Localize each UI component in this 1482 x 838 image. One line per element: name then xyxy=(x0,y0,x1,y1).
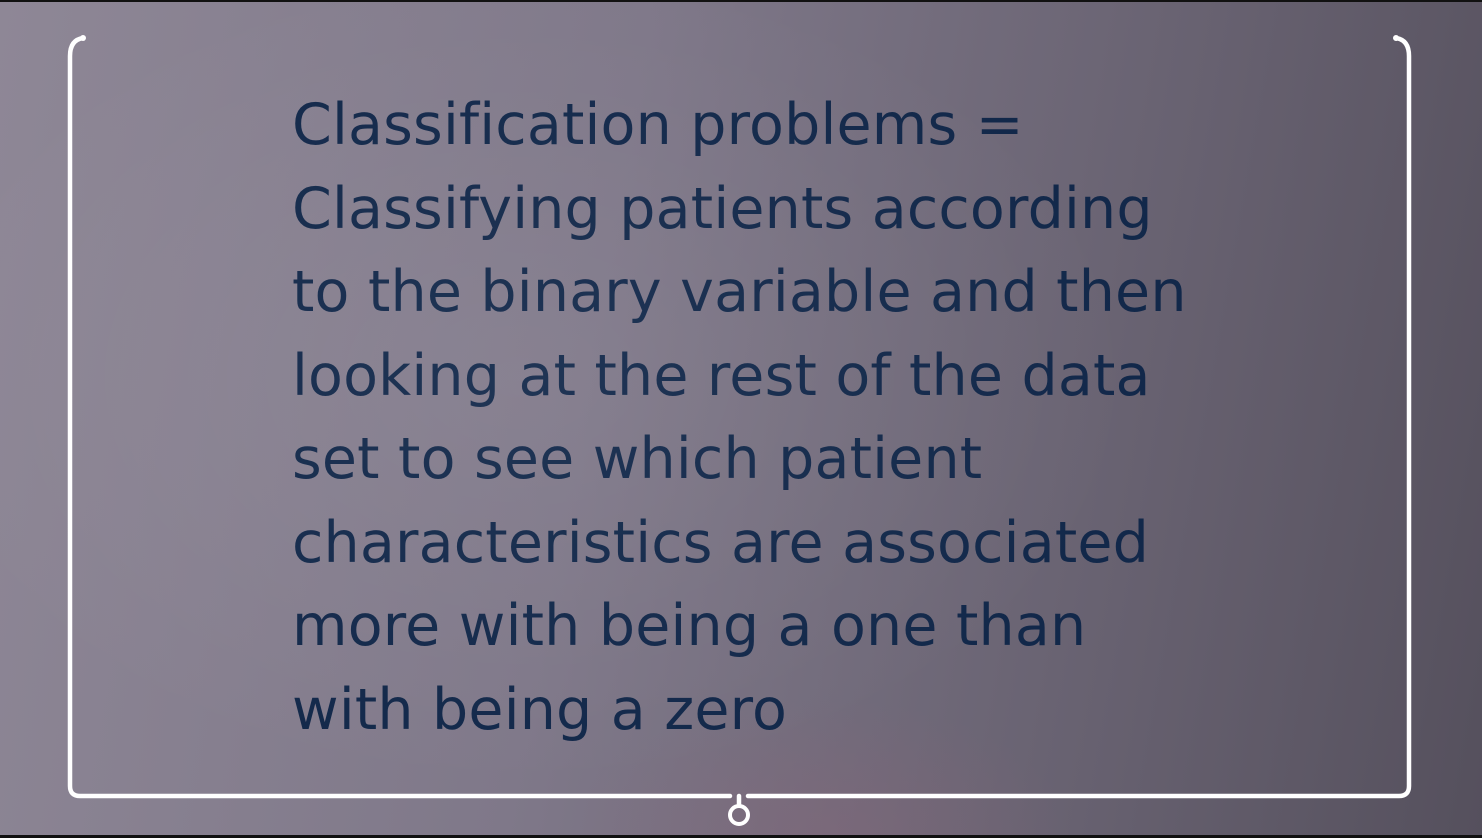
top-edge-bar xyxy=(0,0,1482,2)
frame-right-bracket xyxy=(745,35,1412,799)
frame-left-cap-dot xyxy=(80,35,86,41)
ring-pin-icon xyxy=(728,804,750,826)
bottom-edge-bar xyxy=(0,835,1482,838)
text-line-6: characteristics are associated xyxy=(292,509,1150,576)
text-line-4: looking at the rest of the data xyxy=(292,342,1151,409)
frame-left-bracket xyxy=(67,35,733,799)
text-line-3: to the binary variable and then xyxy=(292,259,1187,325)
text-line-1: Classification problems = xyxy=(292,92,1024,158)
text-line-2: Classifying patients according xyxy=(292,175,1153,242)
text-line-7: more with being a one than xyxy=(292,593,1087,659)
frame-right-cap-dot xyxy=(1393,35,1399,41)
slide-body-text: Classification problems = Classifying pa… xyxy=(292,84,1252,752)
text-line-5: set to see which patient xyxy=(292,426,983,492)
text-line-8: with being a zero xyxy=(292,676,788,743)
